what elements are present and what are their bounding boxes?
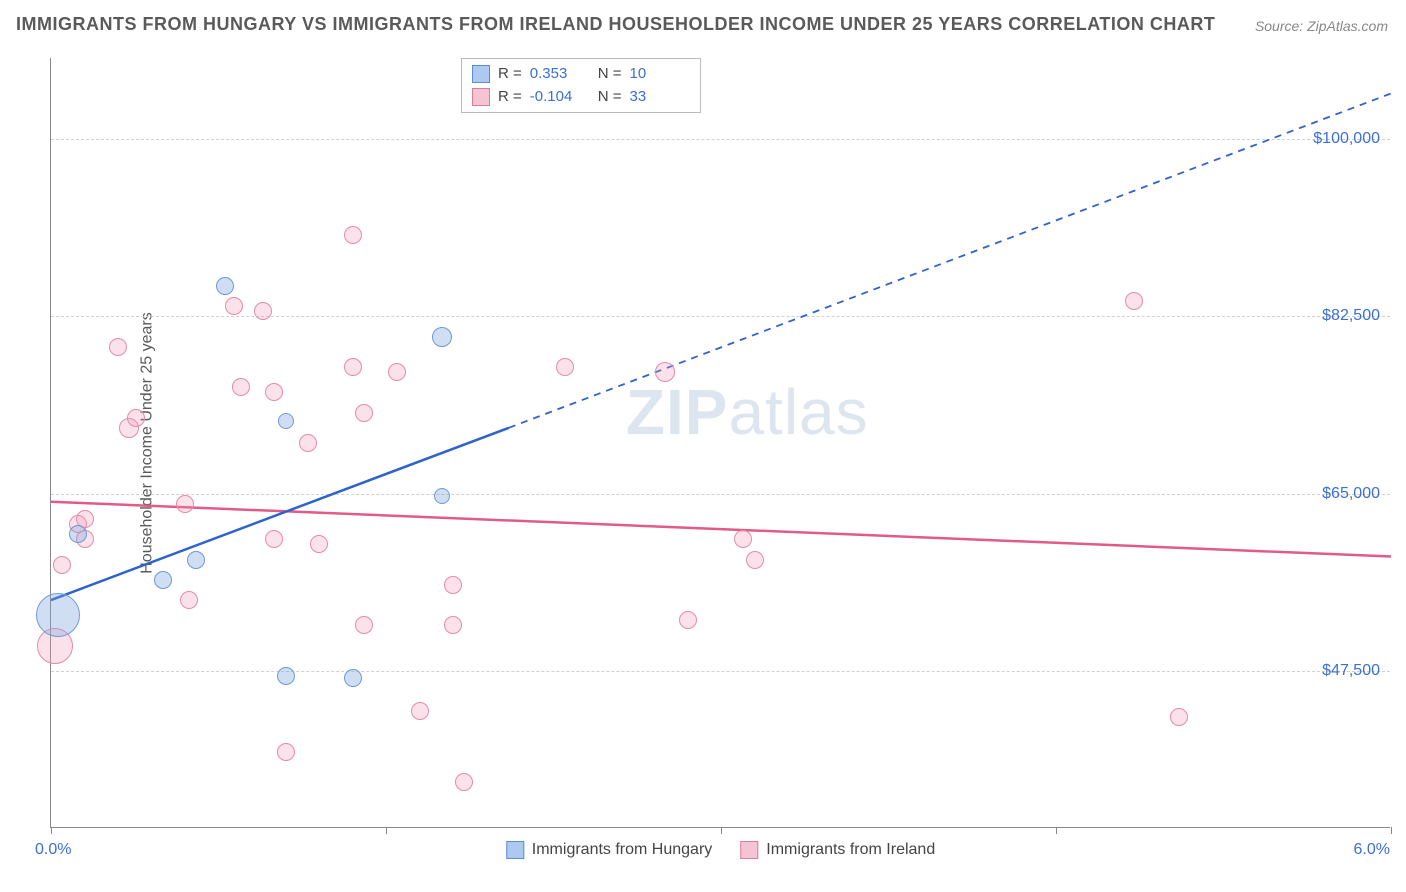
n-value-ireland: 33 [630,86,690,109]
data-point-hungary [69,525,87,543]
x-tick [386,827,387,834]
data-point-ireland [1125,292,1143,310]
chart-title: IMMIGRANTS FROM HUNGARY VS IMMIGRANTS FR… [16,14,1215,35]
data-point-ireland [388,363,406,381]
data-point-ireland [679,611,697,629]
data-point-ireland [299,434,317,452]
data-point-hungary [187,551,205,569]
data-point-ireland [344,226,362,244]
data-point-hungary [434,488,450,504]
data-point-ireland [176,495,194,513]
data-point-ireland [254,302,272,320]
data-point-ireland [355,616,373,634]
swatch-pink-icon [472,88,490,106]
x-tick [51,827,52,834]
series-legend: Immigrants from Hungary Immigrants from … [506,841,935,859]
x-axis-max-label: 6.0% [1354,841,1390,859]
data-point-ireland [655,362,675,382]
data-point-hungary [36,593,80,637]
swatch-blue-icon [506,841,524,859]
r-value-hungary: 0.353 [530,63,590,86]
data-point-ireland [746,551,764,569]
legend-label-ireland: Immigrants from Ireland [766,841,935,859]
data-point-ireland [355,404,373,422]
data-point-ireland [127,409,145,427]
data-point-ireland [344,358,362,376]
x-tick [721,827,722,834]
data-point-ireland [444,576,462,594]
data-point-hungary [278,413,294,429]
data-point-ireland [1170,708,1188,726]
x-tick [1391,827,1392,834]
trend-lines [51,58,1391,828]
data-point-ireland [556,358,574,376]
data-point-ireland [265,383,283,401]
data-point-ireland [180,591,198,609]
data-point-ireland [455,773,473,791]
stats-row-hungary: R = 0.353 N = 10 [472,63,690,86]
data-point-ireland [109,338,127,356]
data-point-hungary [432,327,452,347]
data-point-ireland [225,297,243,315]
data-point-ireland [310,535,328,553]
legend-item-ireland: Immigrants from Ireland [740,841,935,859]
data-point-ireland [734,530,752,548]
stats-legend-box: R = 0.353 N = 10 R = -0.104 N = 33 [461,58,701,113]
stats-row-ireland: R = -0.104 N = 33 [472,86,690,109]
data-point-hungary [277,667,295,685]
data-point-ireland [444,616,462,634]
data-point-ireland [265,530,283,548]
legend-item-hungary: Immigrants from Hungary [506,841,713,859]
legend-label-hungary: Immigrants from Hungary [532,841,713,859]
x-axis-min-label: 0.0% [35,841,71,859]
swatch-blue-icon [472,65,490,83]
source-attribution: Source: ZipAtlas.com [1255,18,1388,34]
swatch-pink-icon [740,841,758,859]
r-value-ireland: -0.104 [530,86,590,109]
data-point-ireland [277,743,295,761]
chart-container: IMMIGRANTS FROM HUNGARY VS IMMIGRANTS FR… [0,0,1406,892]
plot-area: Householder Income Under 25 years $47,50… [50,58,1390,828]
data-point-hungary [216,277,234,295]
x-tick [1056,827,1057,834]
data-point-ireland [232,378,250,396]
data-point-ireland [53,556,71,574]
data-point-hungary [344,669,362,687]
data-point-ireland [411,702,429,720]
data-point-hungary [154,571,172,589]
n-value-hungary: 10 [630,63,690,86]
